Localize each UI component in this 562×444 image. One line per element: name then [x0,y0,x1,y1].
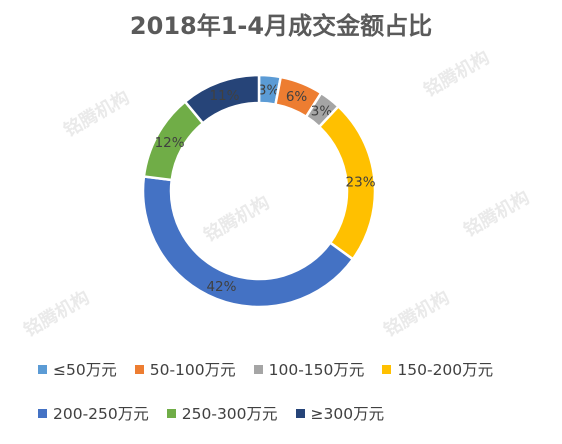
legend-item-le50: ≤50万元 [38,358,117,380]
legend-item-250-300: 250-300万元 [166,402,278,424]
legend-swatch-250-300 [166,408,176,418]
data-label-1: 6% [286,89,308,105]
slice-4 [141,175,355,309]
slice-6 [183,73,261,125]
data-label-2: 3% [311,103,333,119]
chart-title: 2018年1-4月成交金额占比 [129,12,433,40]
legend-label-150-200: 150-200万元 [397,361,494,379]
donut-chart: 3% 6%3%23%42%12%11% [141,73,377,309]
legend-swatch-100-150 [253,364,263,374]
legend-item-ge300: ≥300万元 [295,402,385,424]
legend-label-250-300: 250-300万元 [181,405,278,423]
legend-row-2: 200-250万元 250-300万元 ≥300万元 [38,400,558,426]
legend-label-ge300: ≥300万元 [310,405,385,423]
legend-swatch-ge300 [295,408,305,418]
legend-swatch-50-100 [134,364,144,374]
legend-item-150-200: 150-200万元 [382,358,493,380]
legend-item-200-250: 200-250万元 [38,402,149,424]
data-label-3: 23% [346,174,376,190]
data-label-6: 11% [209,88,239,104]
data-label-4: 42% [206,279,236,295]
legend-item-100-150: 100-150万元 [253,358,365,380]
legend-label-200-250: 200-250万元 [53,405,149,423]
legend-swatch-200-250 [38,408,47,418]
chart-legend: ≤50万元 50-100万元 100-150万元 150-200万元 200-2… [38,356,558,444]
legend-label-100-150: 100-150万元 [268,361,365,379]
legend-swatch-le50 [38,364,47,374]
legend-item-50-100: 50-100万元 [134,358,236,380]
data-label-0: 3% [258,82,280,98]
legend-label-50-100: 50-100万元 [149,361,236,379]
data-label-5: 12% [155,135,185,151]
legend-swatch-150-200 [382,364,392,374]
legend-label-le50: ≤50万元 [53,361,117,379]
legend-row-1: ≤50万元 50-100万元 100-150万元 150-200万元 [38,356,558,382]
